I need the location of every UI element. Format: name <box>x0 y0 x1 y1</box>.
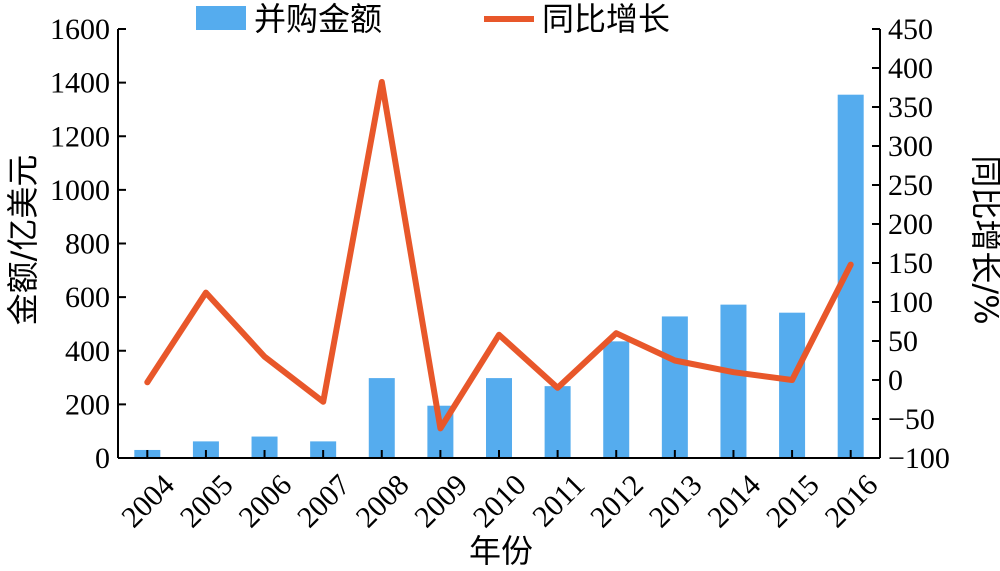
y-tick-label: 1600 <box>50 13 110 46</box>
y-tick-label: 1000 <box>50 174 110 207</box>
x-tick-label: 2014 <box>701 468 767 534</box>
y-tick-label: 200 <box>65 388 110 421</box>
y2-tick-label: 0 <box>888 364 903 397</box>
bar-2014 <box>720 304 747 458</box>
bar-2006 <box>251 436 278 458</box>
y-tick-label: 400 <box>65 335 110 368</box>
bar-2007 <box>310 441 337 458</box>
bar-2010 <box>486 378 512 458</box>
y-axis-title: 金额/亿美元 <box>4 155 42 326</box>
x-axis-title: 年份 <box>469 532 533 570</box>
line-series <box>144 79 854 432</box>
bar-2008 <box>368 378 395 458</box>
bar-2011 <box>544 386 571 458</box>
y2-tick-label: 300 <box>888 130 933 163</box>
x-tick-label: 2008 <box>350 468 416 534</box>
growth-line <box>144 79 854 432</box>
x-tick-label: 2010 <box>467 468 533 534</box>
y2-tick-label: −100 <box>888 442 950 475</box>
bar-2005 <box>192 441 219 458</box>
x-tick-label: 2016 <box>819 468 885 534</box>
x-tick-label: 2013 <box>643 468 709 534</box>
bar-series <box>134 94 864 459</box>
y2-tick-label: 50 <box>888 325 918 358</box>
y2-tick-label: 250 <box>888 169 933 202</box>
y2-axis-title: 同比增长/% <box>967 155 1000 324</box>
x-tick-label: 2015 <box>760 468 826 534</box>
y2-tick-label: −50 <box>888 403 935 436</box>
x-tick-label: 2005 <box>174 468 240 534</box>
x-tick-label: 2007 <box>291 468 357 534</box>
legend-swatch-bar <box>196 6 246 30</box>
y2-tick-label: 100 <box>888 286 933 319</box>
x-tick-label: 2006 <box>232 468 298 534</box>
y2-tick-label: 350 <box>888 91 933 124</box>
y-tick-label: 1400 <box>50 67 110 100</box>
legend-label-bar: 并购金额 <box>254 0 382 38</box>
y2-tick-label: 200 <box>888 208 933 241</box>
y-tick-label: 800 <box>65 228 110 261</box>
y-tick-label: 600 <box>65 281 110 314</box>
y-tick-label: 0 <box>95 442 110 475</box>
x-axis-ticks: 2004200520062007200820092010201120122013… <box>115 450 884 534</box>
legend-label-line: 同比增长 <box>542 0 670 38</box>
x-tick-label: 2012 <box>584 468 650 534</box>
y-tick-label: 1200 <box>50 120 110 153</box>
y2-tick-label: 150 <box>888 247 933 280</box>
x-tick-label: 2004 <box>115 468 181 534</box>
x-tick-label: 2009 <box>408 468 474 534</box>
y2-tick-label: 450 <box>888 13 933 46</box>
legend: 并购金额 同比增长 <box>196 0 670 38</box>
x-tick-label: 2011 <box>526 468 591 533</box>
bar-2015 <box>779 312 806 458</box>
left-axis-ticks: 0 200 400 600 800 1000 1200 1400 1600 <box>50 13 126 475</box>
bar-2012 <box>603 341 630 458</box>
y2-tick-label: 400 <box>888 52 933 85</box>
right-axis-ticks: −100 −50 0 50 100 150 200 250 300 350 400 450 <box>872 13 950 475</box>
bar-2013 <box>661 316 688 458</box>
